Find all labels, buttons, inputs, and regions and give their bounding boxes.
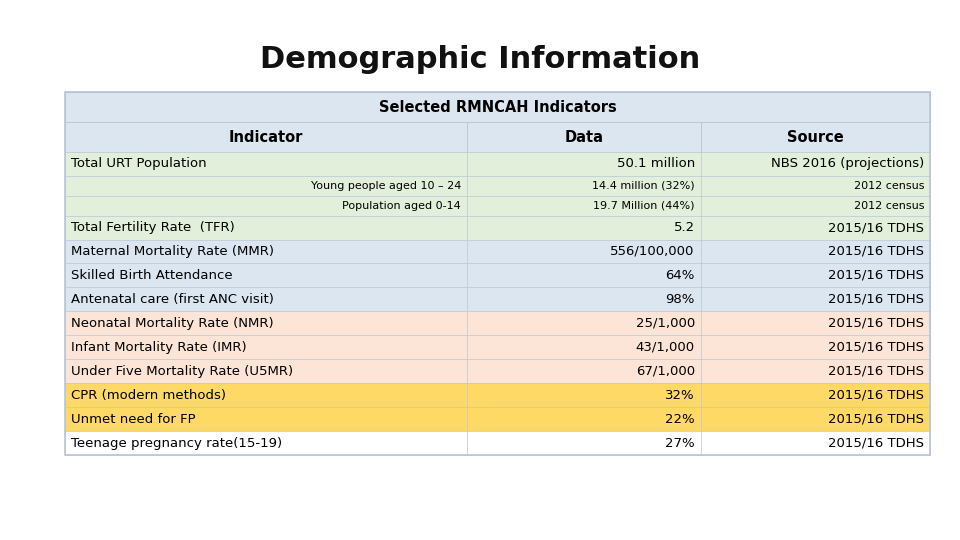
Text: Unmet need for FP: Unmet need for FP: [71, 413, 196, 426]
Bar: [65, 122, 468, 152]
Text: Teenage pregnancy rate(15-19): Teenage pregnancy rate(15-19): [71, 436, 282, 449]
Text: 2015/16 TDHS: 2015/16 TDHS: [828, 317, 924, 330]
Text: 19.7 Million (44%): 19.7 Million (44%): [593, 201, 695, 211]
Bar: [701, 152, 930, 176]
Text: 2015/16 TDHS: 2015/16 TDHS: [828, 341, 924, 354]
Text: Demographic Information: Demographic Information: [260, 45, 700, 75]
Bar: [468, 176, 701, 196]
Bar: [65, 287, 468, 312]
Bar: [468, 312, 701, 335]
Bar: [65, 431, 468, 455]
Text: Source: Source: [787, 130, 844, 145]
Bar: [468, 264, 701, 287]
Bar: [65, 152, 468, 176]
Text: Maternal Mortality Rate (MMR): Maternal Mortality Rate (MMR): [71, 245, 274, 258]
Bar: [65, 92, 930, 455]
Bar: [65, 407, 468, 431]
Text: 556/100,000: 556/100,000: [611, 245, 695, 258]
Text: Total Fertility Rate  (TFR): Total Fertility Rate (TFR): [71, 221, 235, 234]
Text: 32%: 32%: [665, 389, 695, 402]
Text: 2012 census: 2012 census: [853, 181, 924, 191]
Bar: [701, 264, 930, 287]
Bar: [701, 359, 930, 383]
Bar: [468, 122, 701, 152]
Bar: [701, 122, 930, 152]
Bar: [65, 359, 468, 383]
Bar: [701, 240, 930, 264]
Bar: [65, 92, 930, 122]
Bar: [701, 407, 930, 431]
Bar: [65, 215, 468, 240]
Bar: [468, 152, 701, 176]
Text: Young people aged 10 – 24: Young people aged 10 – 24: [311, 181, 461, 191]
Bar: [65, 196, 468, 215]
Bar: [468, 196, 701, 215]
Bar: [701, 196, 930, 215]
Text: 2015/16 TDHS: 2015/16 TDHS: [828, 413, 924, 426]
Text: 5.2: 5.2: [674, 221, 695, 234]
Text: NBS 2016 (projections): NBS 2016 (projections): [771, 158, 924, 171]
Bar: [701, 335, 930, 359]
Text: Population aged 0-14: Population aged 0-14: [343, 201, 461, 211]
Text: Under Five Mortality Rate (U5MR): Under Five Mortality Rate (U5MR): [71, 364, 293, 377]
Bar: [468, 240, 701, 264]
Text: CPR (modern methods): CPR (modern methods): [71, 389, 226, 402]
Bar: [701, 287, 930, 312]
Text: Data: Data: [564, 130, 604, 145]
Text: 14.4 million (32%): 14.4 million (32%): [592, 181, 695, 191]
Bar: [65, 335, 468, 359]
Bar: [468, 431, 701, 455]
Bar: [65, 240, 468, 264]
Bar: [701, 176, 930, 196]
Text: Selected RMNCAH Indicators: Selected RMNCAH Indicators: [378, 99, 616, 114]
Text: 98%: 98%: [665, 293, 695, 306]
Bar: [468, 407, 701, 431]
Text: 2015/16 TDHS: 2015/16 TDHS: [828, 364, 924, 377]
Bar: [65, 312, 468, 335]
Text: 67/1,000: 67/1,000: [636, 364, 695, 377]
Text: 2015/16 TDHS: 2015/16 TDHS: [828, 221, 924, 234]
Text: 22%: 22%: [665, 413, 695, 426]
Bar: [701, 431, 930, 455]
Text: 2012 census: 2012 census: [853, 201, 924, 211]
Text: 43/1,000: 43/1,000: [636, 341, 695, 354]
Text: 50.1 million: 50.1 million: [616, 158, 695, 171]
Bar: [468, 335, 701, 359]
Bar: [701, 383, 930, 407]
Bar: [468, 287, 701, 312]
Text: Total URT Population: Total URT Population: [71, 158, 206, 171]
Text: Skilled Birth Attendance: Skilled Birth Attendance: [71, 269, 232, 282]
Text: Neonatal Mortality Rate (NMR): Neonatal Mortality Rate (NMR): [71, 317, 274, 330]
Text: Indicator: Indicator: [228, 130, 303, 145]
Bar: [65, 176, 468, 196]
Bar: [468, 359, 701, 383]
Text: 2015/16 TDHS: 2015/16 TDHS: [828, 389, 924, 402]
Text: Antenatal care (first ANC visit): Antenatal care (first ANC visit): [71, 293, 274, 306]
Text: 2015/16 TDHS: 2015/16 TDHS: [828, 245, 924, 258]
Text: 2015/16 TDHS: 2015/16 TDHS: [828, 293, 924, 306]
Bar: [701, 215, 930, 240]
Text: 64%: 64%: [665, 269, 695, 282]
Bar: [701, 312, 930, 335]
Bar: [468, 215, 701, 240]
Text: 2015/16 TDHS: 2015/16 TDHS: [828, 436, 924, 449]
Text: Infant Mortality Rate (IMR): Infant Mortality Rate (IMR): [71, 341, 247, 354]
Text: 2015/16 TDHS: 2015/16 TDHS: [828, 269, 924, 282]
Bar: [468, 383, 701, 407]
Text: 27%: 27%: [665, 436, 695, 449]
Text: 25/1,000: 25/1,000: [636, 317, 695, 330]
Bar: [65, 264, 468, 287]
Bar: [65, 383, 468, 407]
